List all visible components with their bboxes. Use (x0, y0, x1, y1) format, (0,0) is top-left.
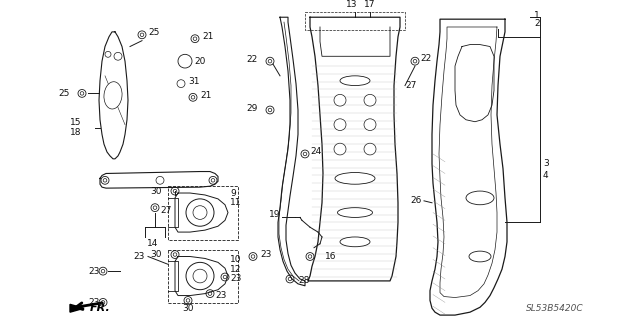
Text: 11: 11 (230, 198, 241, 207)
Text: 21: 21 (202, 32, 213, 41)
Circle shape (364, 119, 376, 130)
Circle shape (156, 176, 164, 184)
Polygon shape (70, 304, 84, 312)
Text: 23: 23 (134, 252, 145, 261)
Text: 9: 9 (230, 189, 236, 197)
Ellipse shape (466, 191, 494, 205)
Text: 22: 22 (247, 55, 258, 64)
Circle shape (105, 51, 111, 57)
Text: 28: 28 (298, 276, 309, 286)
Text: 23: 23 (230, 274, 241, 284)
Ellipse shape (337, 208, 372, 218)
Text: 29: 29 (246, 104, 258, 113)
Text: FR.: FR. (90, 303, 111, 313)
Circle shape (186, 262, 214, 290)
Text: 16: 16 (325, 252, 337, 261)
Text: 15: 15 (70, 118, 81, 127)
Text: 27: 27 (405, 81, 417, 90)
Text: 26: 26 (411, 196, 422, 205)
Circle shape (177, 80, 185, 87)
Text: SL53B5420C: SL53B5420C (526, 304, 584, 313)
Text: 27: 27 (160, 206, 172, 215)
Text: 2: 2 (534, 19, 540, 27)
Ellipse shape (335, 173, 375, 184)
Circle shape (178, 54, 192, 68)
Circle shape (364, 143, 376, 155)
Text: 23: 23 (88, 267, 100, 276)
Ellipse shape (340, 76, 370, 85)
Text: 25: 25 (148, 28, 159, 37)
Text: 24: 24 (310, 147, 321, 157)
Circle shape (334, 119, 346, 130)
Text: 20: 20 (194, 57, 205, 66)
Circle shape (186, 199, 214, 226)
Text: 10: 10 (230, 255, 241, 264)
Text: 23: 23 (88, 298, 100, 307)
Text: 23: 23 (215, 291, 227, 300)
Text: 22: 22 (420, 54, 431, 63)
Circle shape (193, 269, 207, 283)
Text: 23: 23 (260, 250, 271, 259)
Ellipse shape (340, 237, 370, 247)
Text: 14: 14 (147, 239, 159, 248)
Ellipse shape (469, 251, 491, 262)
Text: 19: 19 (269, 210, 280, 219)
Text: 30: 30 (150, 187, 162, 196)
Circle shape (193, 206, 207, 219)
Text: 17: 17 (364, 0, 376, 10)
Text: 13: 13 (346, 0, 358, 10)
Ellipse shape (104, 82, 122, 109)
Text: 31: 31 (188, 77, 200, 86)
Text: 1: 1 (534, 11, 540, 20)
Text: 25: 25 (59, 89, 70, 98)
Circle shape (334, 143, 346, 155)
Text: 4: 4 (543, 171, 548, 180)
Text: 3: 3 (543, 159, 548, 168)
Text: 12: 12 (230, 265, 241, 274)
Circle shape (114, 52, 122, 60)
Circle shape (334, 94, 346, 106)
Text: 21: 21 (200, 91, 211, 100)
Text: 18: 18 (70, 128, 81, 137)
Text: 30: 30 (150, 250, 162, 259)
Text: 30: 30 (182, 304, 194, 313)
Circle shape (364, 94, 376, 106)
